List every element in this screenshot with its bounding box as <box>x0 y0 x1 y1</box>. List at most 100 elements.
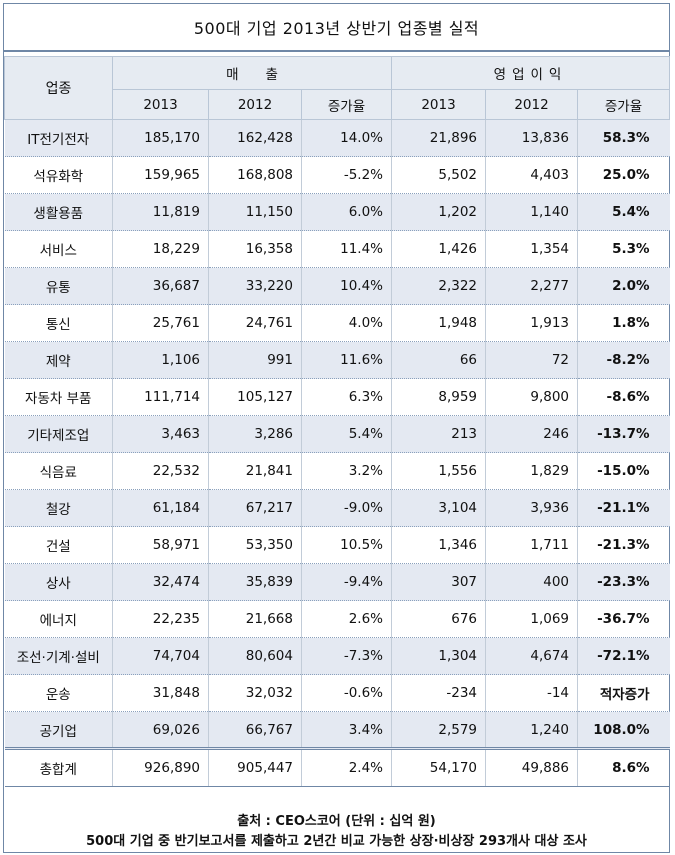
op-growth-cell: -8.6% <box>577 378 670 416</box>
sales-2012-cell: 11,150 <box>208 193 302 231</box>
sales-2013-cell: 3,463 <box>112 415 209 453</box>
sector-cell: 자동차 부품 <box>4 378 113 416</box>
op-2012-cell: 1,913 <box>485 304 578 342</box>
sales-2013-cell: 111,714 <box>112 378 209 416</box>
sector-cell: 서비스 <box>4 230 113 268</box>
header-op-growth: 증가율 <box>577 89 671 120</box>
sector-cell: 조선·기계·설비 <box>4 637 113 675</box>
sales-2012-cell: 3,286 <box>208 415 302 453</box>
sales-2012-cell: 991 <box>208 341 302 379</box>
sales-2012-cell: 168,808 <box>208 156 302 194</box>
sales-2013-cell: 18,229 <box>112 230 209 268</box>
op-2012-cell: 1,354 <box>485 230 578 268</box>
op-2013-cell: 1,304 <box>391 637 486 675</box>
op-growth-cell: 58.3% <box>577 119 670 157</box>
total-sales-growth: 2.4% <box>300 747 392 787</box>
op-growth-cell: 5.3% <box>577 230 670 268</box>
table-row: 제약 1,106 991 11.6% 66 72 -8.2% <box>4 341 670 379</box>
sales-2013-cell: 159,965 <box>112 156 209 194</box>
sales-2013-cell: 74,704 <box>112 637 209 675</box>
op-2013-cell: 307 <box>391 563 486 601</box>
op-2013-cell: 8,959 <box>391 378 486 416</box>
table-row: 서비스 18,229 16,358 11.4% 1,426 1,354 5.3% <box>4 230 670 268</box>
header-op-2013: 2013 <box>391 89 487 120</box>
sales-growth-cell: 10.4% <box>300 267 392 305</box>
op-growth-cell: -72.1% <box>577 637 670 675</box>
op-2013-cell: 1,426 <box>391 230 486 268</box>
sales-growth-cell: 3.4% <box>300 711 392 749</box>
sales-2013-cell: 69,026 <box>112 711 209 749</box>
header-op-2012: 2012 <box>485 89 579 120</box>
sector-cell: 공기업 <box>4 711 113 749</box>
sales-2013-cell: 25,761 <box>112 304 209 342</box>
op-growth-cell: -13.7% <box>577 415 670 453</box>
table-row: 에너지 22,235 21,668 2.6% 676 1,069 -36.7% <box>4 600 670 638</box>
sales-growth-cell: 10.5% <box>300 526 392 564</box>
sector-cell: 건설 <box>4 526 113 564</box>
op-2013-cell: 5,502 <box>391 156 486 194</box>
sales-growth-cell: 5.4% <box>300 415 392 453</box>
table-row: 건설 58,971 53,350 10.5% 1,346 1,711 -21.3% <box>4 526 670 564</box>
sales-2012-cell: 80,604 <box>208 637 302 675</box>
table-row: 공기업 69,026 66,767 3.4% 2,579 1,240 108.0% <box>4 711 670 749</box>
table-row: 운송 31,848 32,032 -0.6% -234 -14 적자증가 <box>4 674 670 712</box>
report-frame: 500대 기업 2013년 상반기 업종별 실적 업종 매 출 영업이익 201… <box>3 3 671 853</box>
sales-2013-cell: 185,170 <box>112 119 209 157</box>
table-row: 생활용품 11,819 11,150 6.0% 1,202 1,140 5.4% <box>4 193 670 231</box>
sales-2013-cell: 32,474 <box>112 563 209 601</box>
sales-growth-cell: 6.0% <box>300 193 392 231</box>
total-sales-2013: 926,890 <box>112 747 209 787</box>
op-2012-cell: 72 <box>485 341 578 379</box>
sales-2013-cell: 31,848 <box>112 674 209 712</box>
sales-2013-cell: 22,532 <box>112 452 209 490</box>
sector-cell: 기타제조업 <box>4 415 113 453</box>
survey-note: 500대 기업 중 반기보고서를 제출하고 2년간 비교 가능한 상장·비상장 … <box>86 834 587 849</box>
header-sales: 매 출 <box>111 56 393 90</box>
footer: 출처 : CEO스코어 (단위 : 십억 원) 500대 기업 중 반기보고서를… <box>4 812 669 852</box>
sales-growth-cell: -7.3% <box>300 637 392 675</box>
sales-2012-cell: 32,032 <box>208 674 302 712</box>
sector-cell: 유통 <box>4 267 113 305</box>
op-growth-cell: 2.0% <box>577 267 670 305</box>
op-2013-cell: 1,556 <box>391 452 486 490</box>
header-sector: 업종 <box>4 56 113 120</box>
op-growth-cell: 적자증가 <box>577 674 670 712</box>
sector-cell: 철강 <box>4 489 113 527</box>
op-2012-cell: 4,403 <box>485 156 578 194</box>
sales-growth-cell: 11.4% <box>300 230 392 268</box>
total-sector: 총합계 <box>4 747 113 787</box>
op-2013-cell: 676 <box>391 600 486 638</box>
sector-cell: IT전기전자 <box>4 119 113 157</box>
op-growth-cell: -8.2% <box>577 341 670 379</box>
sales-2012-cell: 66,767 <box>208 711 302 749</box>
op-2013-cell: 1,346 <box>391 526 486 564</box>
table-row: 철강 61,184 67,217 -9.0% 3,104 3,936 -21.1% <box>4 489 670 527</box>
op-2013-cell: 213 <box>391 415 486 453</box>
sales-2012-cell: 67,217 <box>208 489 302 527</box>
op-growth-cell: -36.7% <box>577 600 670 638</box>
sales-2012-cell: 53,350 <box>208 526 302 564</box>
sales-growth-cell: 14.0% <box>300 119 392 157</box>
table-row: 통신 25,761 24,761 4.0% 1,948 1,913 1.8% <box>4 304 670 342</box>
op-growth-cell: -15.0% <box>577 452 670 490</box>
table-row: 상사 32,474 35,839 -9.4% 307 400 -23.3% <box>4 563 670 601</box>
sales-growth-cell: 11.6% <box>300 341 392 379</box>
op-2012-cell: 1,711 <box>485 526 578 564</box>
table-row: 조선·기계·설비 74,704 80,604 -7.3% 1,304 4,674 -72.1… <box>4 637 670 675</box>
op-2012-cell: 1,240 <box>485 711 578 749</box>
op-2012-cell: -14 <box>485 674 578 712</box>
sector-cell: 통신 <box>4 304 113 342</box>
op-2012-cell: 1,829 <box>485 452 578 490</box>
table-row: 자동차 부품 111,714 105,127 6.3% 8,959 9,800 -8.6% <box>4 378 670 416</box>
table-row: 유통 36,687 33,220 10.4% 2,322 2,277 2.0% <box>4 267 670 305</box>
table-row: 기타제조업 3,463 3,286 5.4% 213 246 -13.7% <box>4 415 670 453</box>
op-2013-cell: 21,896 <box>391 119 486 157</box>
sales-2012-cell: 105,127 <box>208 378 302 416</box>
sales-2013-cell: 58,971 <box>112 526 209 564</box>
sector-cell: 생활용품 <box>4 193 113 231</box>
op-2012-cell: 2,277 <box>485 267 578 305</box>
sales-growth-cell: -0.6% <box>300 674 392 712</box>
op-2013-cell: 1,202 <box>391 193 486 231</box>
table-row: 식음료 22,532 21,841 3.2% 1,556 1,829 -15.0% <box>4 452 670 490</box>
sales-2013-cell: 11,819 <box>112 193 209 231</box>
